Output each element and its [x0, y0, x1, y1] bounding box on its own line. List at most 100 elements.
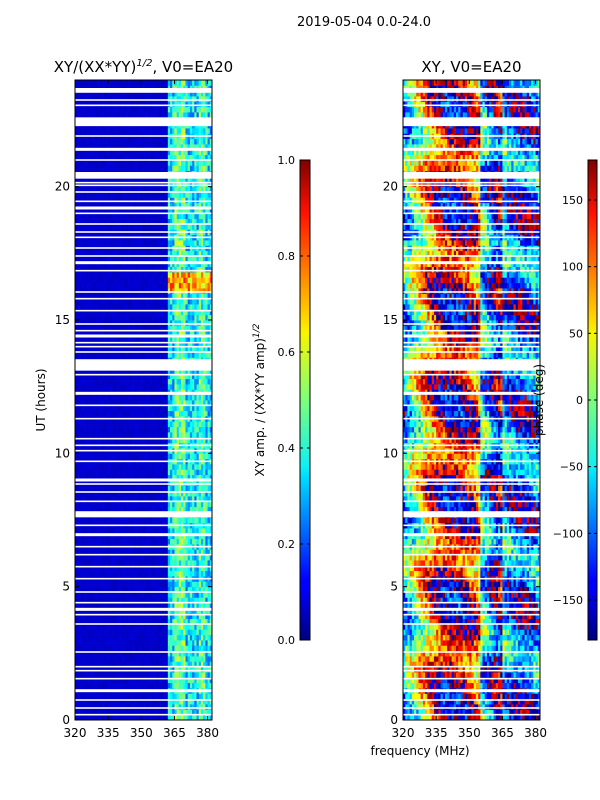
amplitude-cell [161, 309, 164, 316]
amplitude-cell [156, 421, 160, 428]
amplitude-cell [94, 320, 98, 326]
amplitude-cell [185, 634, 189, 641]
amplitude-cell [119, 629, 122, 636]
amplitude-cell [77, 506, 80, 513]
amplitude-cell [203, 480, 206, 486]
amplitude-cell [77, 624, 80, 630]
amplitude-cell [176, 693, 180, 700]
amplitude-cell [94, 693, 98, 700]
amplitude-cell [141, 304, 144, 310]
amplitude-cell [116, 378, 120, 385]
amplitude-cell [79, 506, 83, 513]
amplitude-cell [200, 677, 204, 684]
amplitude-cell [161, 432, 164, 438]
amplitude-cell [86, 400, 89, 406]
amplitude-cell [194, 608, 197, 614]
amplitude-cell [187, 506, 191, 513]
amplitude-cell [75, 661, 78, 668]
amplitude-cell [152, 314, 155, 321]
amplitude-cell [134, 560, 138, 566]
amplitude-cell [83, 293, 87, 300]
amplitude-cell [75, 426, 78, 433]
amplitude-cell [209, 650, 212, 657]
amplitude-cell [192, 480, 195, 486]
amplitude-cell [163, 314, 166, 321]
amplitude-cell [114, 496, 118, 502]
amplitude-cell [110, 661, 113, 668]
amplitude-cell [79, 672, 83, 678]
amplitude-cell [108, 538, 111, 545]
amplitude-cell [154, 325, 158, 332]
amplitude-cell [170, 325, 173, 332]
amplitude-cell [165, 485, 169, 492]
amplitude-cell [114, 469, 118, 476]
amplitude-cell [203, 634, 206, 641]
amplitude-cell [105, 480, 109, 486]
amplitude-cell [92, 618, 96, 625]
amplitude-cell [196, 656, 200, 662]
amplitude-cell [170, 560, 173, 566]
amplitude-cell [150, 693, 153, 700]
amplitude-cell [170, 624, 173, 630]
amplitude-cell [86, 693, 89, 700]
amplitude-cell [165, 645, 169, 652]
amplitude-cell [88, 320, 91, 326]
amplitude-cell [114, 298, 118, 305]
amplitude-cell [116, 496, 120, 502]
amplitude-cell [189, 528, 193, 534]
amplitude-cell [141, 485, 144, 492]
amplitude-cell [163, 496, 166, 502]
amplitude-cell [128, 597, 131, 604]
amplitude-cell [97, 608, 100, 614]
amplitude-cell [152, 437, 155, 444]
amplitude-cell [178, 565, 182, 572]
amplitude-cell [147, 501, 151, 508]
amplitude-cell [145, 298, 149, 305]
amplitude-cell [123, 650, 127, 657]
amplitude-cell [83, 533, 87, 540]
amplitude-cell [145, 384, 149, 390]
amplitude-cell [150, 490, 153, 497]
amplitude-cell [88, 309, 91, 316]
amplitude-cell [156, 661, 160, 668]
amplitude-cell [130, 437, 133, 444]
amplitude-cell [147, 618, 151, 625]
amplitude-cell [125, 645, 129, 652]
amplitude-cell [163, 634, 166, 641]
amplitude-cell [77, 490, 80, 497]
amplitude-cell [103, 640, 107, 646]
amplitude-cell [196, 298, 200, 305]
amplitude-cell [189, 565, 193, 572]
amplitude-cell [185, 709, 189, 716]
amplitude-cell [156, 426, 160, 433]
amplitude-cell [181, 304, 184, 310]
amplitude-cell [75, 298, 78, 305]
amplitude-cell [119, 693, 122, 700]
amplitude-cell [114, 384, 118, 390]
amplitude-cell [205, 400, 208, 406]
amplitude-cell [200, 533, 204, 540]
amplitude-cell [110, 368, 113, 374]
amplitude-cell [185, 549, 189, 556]
amplitude-cell [196, 666, 200, 673]
amplitude-cell [207, 714, 211, 720]
amplitude-cell [150, 378, 153, 385]
amplitude-cell [86, 298, 89, 305]
amplitude-cell [172, 682, 175, 689]
amplitude-cell [136, 304, 140, 310]
amplitude-cell [203, 618, 206, 625]
amplitude-cell [181, 330, 184, 337]
amplitude-cell [145, 368, 149, 374]
amplitude-cell [161, 597, 164, 604]
amplitude-cell [119, 666, 122, 673]
amplitude-cell [200, 341, 204, 348]
amplitude-cell [97, 709, 100, 716]
amplitude-cell [141, 309, 144, 316]
amplitude-cell [94, 629, 98, 636]
amplitude-cell [192, 453, 195, 460]
amplitude-cell [158, 682, 162, 689]
amplitude-cell [165, 597, 169, 604]
amplitude-cell [187, 666, 191, 673]
amplitude-cell [116, 570, 120, 577]
amplitude-cell [196, 645, 200, 652]
